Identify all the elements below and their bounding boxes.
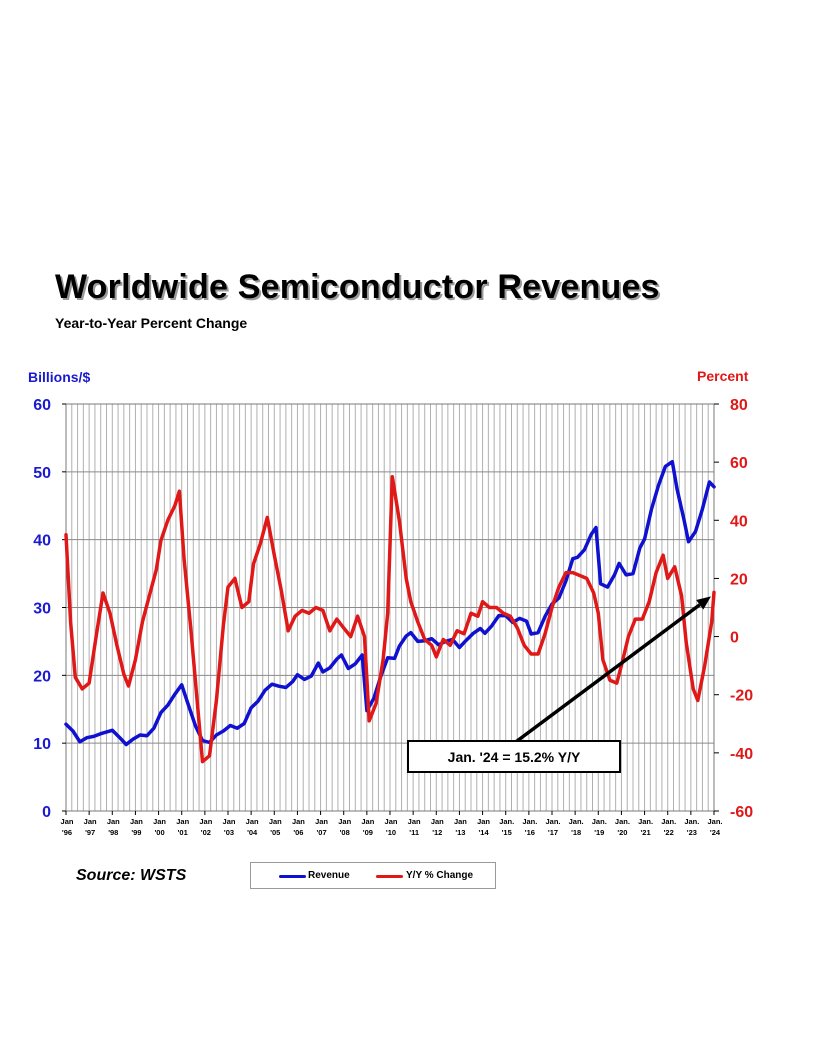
x-axis-tick-label: Jan — [477, 817, 490, 826]
x-axis-tick-label: '11 — [409, 828, 419, 837]
x-axis-tick-label: Jan — [361, 817, 374, 826]
x-axis-tick-label: '06 — [293, 828, 303, 837]
source-note: Source: WSTS — [76, 867, 187, 884]
x-axis-tick-label: '20 — [617, 828, 627, 837]
x-axis-tick-label: Jan. — [684, 817, 699, 826]
x-axis-tick-label: Jan. — [569, 817, 584, 826]
x-axis-tick-label: '97 — [85, 828, 95, 837]
x-axis-tick-label: Jan — [385, 817, 398, 826]
x-axis-tick-label: '14 — [479, 828, 490, 837]
x-axis-tick-label: '19 — [594, 828, 604, 837]
x-axis-tick-label: Jan — [246, 817, 259, 826]
right-axis-tick-label: 80 — [730, 397, 748, 414]
x-axis-tick-label: Jan. — [638, 817, 653, 826]
x-axis-tick-label: Jan. — [615, 817, 630, 826]
x-axis-tick-label: Jan — [292, 817, 305, 826]
annotation-arrowhead — [696, 596, 711, 610]
x-axis-tick-label: Jan. — [499, 817, 514, 826]
x-axis-ticks: Jan '96 Jan '97 Jan '98 Jan '99 Jan '00 Jan '01 Jan '… — [61, 811, 723, 837]
right-axis-tick-label: -40 — [730, 746, 753, 763]
chart-title: Worldwide Semiconductor Revenues — [55, 268, 660, 306]
x-axis-tick-label: Jan — [454, 817, 467, 826]
x-axis-tick-label: Jan — [223, 817, 236, 826]
right-axis-tick-label: -60 — [730, 804, 753, 821]
x-axis-tick-label: '00 — [155, 828, 165, 837]
right-axis-tick-label: -20 — [730, 688, 753, 705]
x-axis-tick-label: Jan. — [592, 817, 607, 826]
left-axis-tick-label: 60 — [33, 397, 51, 414]
chart-subtitle: Year-to-Year Percent Change — [55, 315, 248, 331]
x-axis-tick-label: '23 — [687, 828, 697, 837]
left-axis-tick-label: 0 — [42, 804, 51, 821]
left-axis-tick-label: 20 — [33, 668, 51, 685]
x-axis-tick-label: '07 — [317, 828, 327, 837]
x-axis-tick-label: '22 — [664, 828, 674, 837]
x-axis-tick-label: '10 — [386, 828, 396, 837]
left-axis-tick-label: 50 — [33, 465, 51, 482]
x-axis-tick-label: '15 — [502, 828, 512, 837]
annotation-text: Jan. '24 = 15.2% Y/Y — [448, 749, 581, 765]
x-axis-tick-label: '21 — [641, 828, 651, 837]
left-axis-tick-label: 30 — [33, 601, 51, 618]
x-axis-tick-label: '99 — [131, 828, 141, 837]
x-axis-tick-label: '01 — [178, 828, 188, 837]
x-axis-tick-label: '24 — [710, 828, 721, 837]
left-axis-unit-label: Billions/$ — [28, 369, 91, 385]
right-axis-tick-label: 60 — [730, 455, 748, 472]
x-axis-tick-label: '12 — [432, 828, 442, 837]
x-axis-tick-label: Jan — [107, 817, 120, 826]
annotation-arrow — [511, 603, 701, 746]
x-axis-tick-label: Jan — [199, 817, 212, 826]
x-axis-tick-label: Jan. — [707, 817, 722, 826]
left-axis-ticks: 0 10 20 30 40 50 60 — [33, 397, 66, 821]
legend-yoy-label: Y/Y % Change — [406, 870, 474, 881]
x-axis-tick-label: Jan — [269, 817, 282, 826]
legend-revenue-label: Revenue — [308, 870, 350, 881]
x-axis-tick-label: Jan — [153, 817, 166, 826]
left-axis-tick-label: 40 — [33, 533, 51, 550]
legend-revenue-swatch — [279, 875, 306, 878]
x-axis-tick-label: '17 — [548, 828, 558, 837]
x-axis-tick-label: '05 — [270, 828, 280, 837]
x-axis-tick-label: '98 — [108, 828, 118, 837]
right-axis-unit-label: Percent — [697, 368, 749, 384]
right-axis-ticks: -60 -40 -20 0 20 40 60 80 — [714, 397, 753, 821]
yoy-series-line — [64, 474, 716, 764]
annotation-layer: Jan. '24 = 15.2% Y/Y — [407, 596, 711, 773]
x-axis-tick-label: Jan — [315, 817, 328, 826]
x-axis-tick-label: '96 — [62, 828, 72, 837]
x-axis-tick-label: '02 — [201, 828, 211, 837]
x-axis-tick-label: '08 — [340, 828, 350, 837]
series-layer — [64, 459, 716, 764]
x-axis-tick-label: '13 — [455, 828, 465, 837]
x-axis-tick-label: '09 — [363, 828, 373, 837]
annotation-box — [407, 740, 621, 773]
x-axis-tick-label: Jan. — [522, 817, 537, 826]
x-axis-tick-label: Jan — [61, 817, 74, 826]
right-axis-tick-label: 0 — [730, 630, 739, 647]
x-axis-tick-label: '18 — [571, 828, 581, 837]
x-axis-tick-label: Jan — [84, 817, 97, 826]
x-axis-tick-label: '16 — [525, 828, 535, 837]
x-axis-tick-label: Jan. — [545, 817, 560, 826]
x-axis-tick-label: Jan — [130, 817, 143, 826]
right-axis-tick-label: 20 — [730, 571, 748, 588]
x-axis-tick-label: '03 — [224, 828, 234, 837]
left-axis-tick-label: 10 — [33, 736, 51, 753]
x-axis-tick-label: Jan — [408, 817, 421, 826]
chart-legend: Revenue Y/Y % Change — [250, 862, 496, 889]
x-axis-tick-label: Jan — [431, 817, 444, 826]
right-axis-tick-label: 40 — [730, 513, 748, 530]
x-axis-tick-label: Jan. — [661, 817, 676, 826]
legend-yoy-swatch — [376, 875, 403, 878]
revenue-series-line — [64, 459, 716, 747]
x-axis-tick-label: Jan — [176, 817, 189, 826]
x-axis-tick-label: Jan — [338, 817, 351, 826]
x-axis-tick-label: '04 — [247, 828, 258, 837]
